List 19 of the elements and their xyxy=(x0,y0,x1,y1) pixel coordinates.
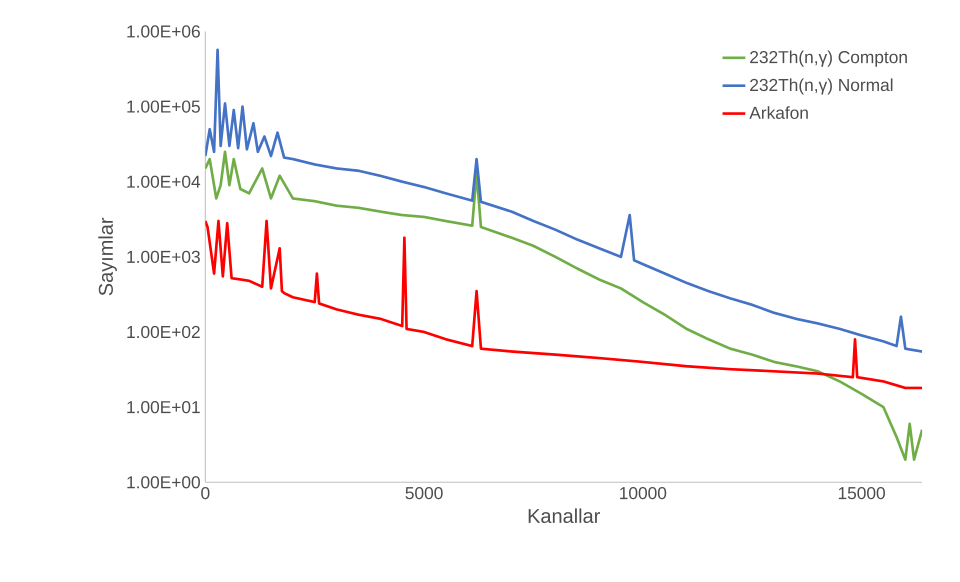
line-series xyxy=(205,220,922,390)
y-tick-label: 1.00E+06 xyxy=(127,26,200,38)
y-tick-label: 1.00E+03 xyxy=(127,250,200,264)
legend-label: Arkafon xyxy=(749,106,808,120)
x-tick-label: 10000 xyxy=(620,487,666,500)
legend-label: 232Th(n,γ) Normal xyxy=(750,78,892,95)
x-tick-label: 0 xyxy=(201,487,210,500)
legend-label: 232Th(n,γ) Compton xyxy=(750,50,907,67)
line-series xyxy=(205,48,922,354)
x-axis-title: Kanallar xyxy=(528,508,600,524)
y-tick-label: 1.00E+05 xyxy=(127,100,200,113)
y-tick-label: 1.00E+00 xyxy=(127,476,200,489)
line-series xyxy=(205,150,922,462)
x-tick-label: 5000 xyxy=(406,487,443,500)
y-tick-label: 1.00E+01 xyxy=(127,401,200,414)
y-axis-title: Sayımlar xyxy=(98,218,117,296)
y-tick-label: 1.00E+02 xyxy=(127,326,200,338)
x-tick-label: 15000 xyxy=(838,487,885,500)
y-tick-label: 1.00E+04 xyxy=(127,176,200,188)
